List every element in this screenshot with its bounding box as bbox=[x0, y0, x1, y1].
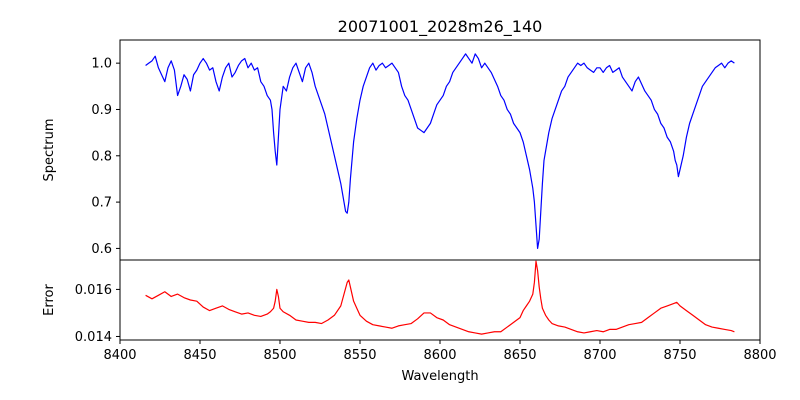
spectrum-series-line bbox=[145, 53, 735, 250]
x-tick-label: 8500 bbox=[263, 348, 296, 363]
x-tick-label: 8400 bbox=[103, 348, 136, 363]
x-tick-label: 8750 bbox=[663, 348, 696, 363]
x-tick-label: 8600 bbox=[423, 348, 456, 363]
error-y-tick-label: 0.014 bbox=[75, 330, 112, 345]
error-panel: 0.014 0.016 Error bbox=[42, 259, 761, 345]
chart-panels: 0.6 0.7 0.8 0.9 1.0 Spectrum 0.014 0.016 Error bbox=[42, 39, 761, 345]
spectrum-y-axis-title: Spectrum bbox=[42, 119, 57, 182]
x-axis: 8400 8450 8500 8550 8600 8650 8700 8750 8800 bbox=[103, 340, 777, 363]
chart-title: 20071001_2028m26_140 bbox=[338, 17, 543, 37]
x-tick-label: 8650 bbox=[503, 348, 536, 363]
error-y-tick-label: 0.016 bbox=[75, 283, 112, 298]
spectrum-y-tick-label: 0.9 bbox=[91, 103, 112, 118]
error-series-line bbox=[145, 260, 735, 335]
spectrum-y-tick-label: 1.0 bbox=[91, 57, 112, 72]
x-tick-label: 8800 bbox=[743, 348, 776, 363]
spectrum-y-tick-label: 0.8 bbox=[91, 149, 112, 164]
x-tick-label: 8550 bbox=[343, 348, 376, 363]
error-y-axis-title: Error bbox=[42, 284, 57, 316]
x-axis-title: Wavelength bbox=[401, 369, 478, 384]
spectrum-y-tick-label: 0.6 bbox=[91, 242, 112, 257]
spectrum-y-tick-label: 0.7 bbox=[91, 196, 112, 211]
x-tick-label: 8700 bbox=[583, 348, 616, 363]
x-tick-label: 8450 bbox=[183, 348, 216, 363]
